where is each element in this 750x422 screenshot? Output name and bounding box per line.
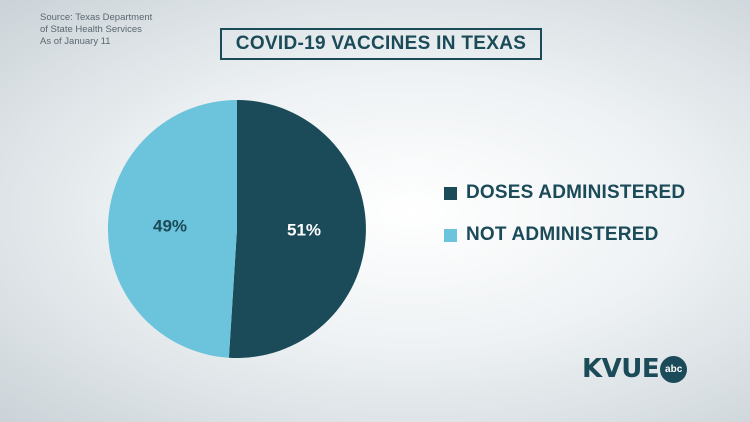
legend-swatch-doses-administered [444, 186, 457, 200]
pie-slice-doses-administered [228, 100, 366, 358]
source-line-1: Source: Texas Department [40, 12, 153, 23]
slice-label-not-administered: 49% [153, 216, 187, 235]
legend-label-not-administered: NOT ADMINISTERED [466, 224, 659, 245]
chart-legend: DOSES ADMINISTERED NOT ADMINISTERED [444, 182, 685, 266]
slice-label-doses-administered: 51% [287, 221, 321, 240]
logo-text: KVUE [582, 354, 660, 384]
source-line-2: of State Health Services [40, 24, 142, 35]
legend-swatch-not-administered [444, 228, 457, 242]
chart-title: COVID-19 VACCINES IN TEXAS [220, 28, 542, 60]
kvue-abc-logo: KVUE abc [582, 354, 688, 384]
pie-slice-not-administered [107, 99, 238, 358]
legend-item-not-administered: NOT ADMINISTERED [444, 224, 685, 246]
source-line-3: As of January 11 [40, 36, 111, 47]
abc-logo-icon: abc [660, 355, 688, 383]
legend-item-doses-administered: DOSES ADMINISTERED [444, 182, 685, 204]
source-note: Source: Texas Department of State Health… [40, 12, 152, 48]
legend-label-doses-administered: DOSES ADMINISTERED [466, 182, 686, 203]
